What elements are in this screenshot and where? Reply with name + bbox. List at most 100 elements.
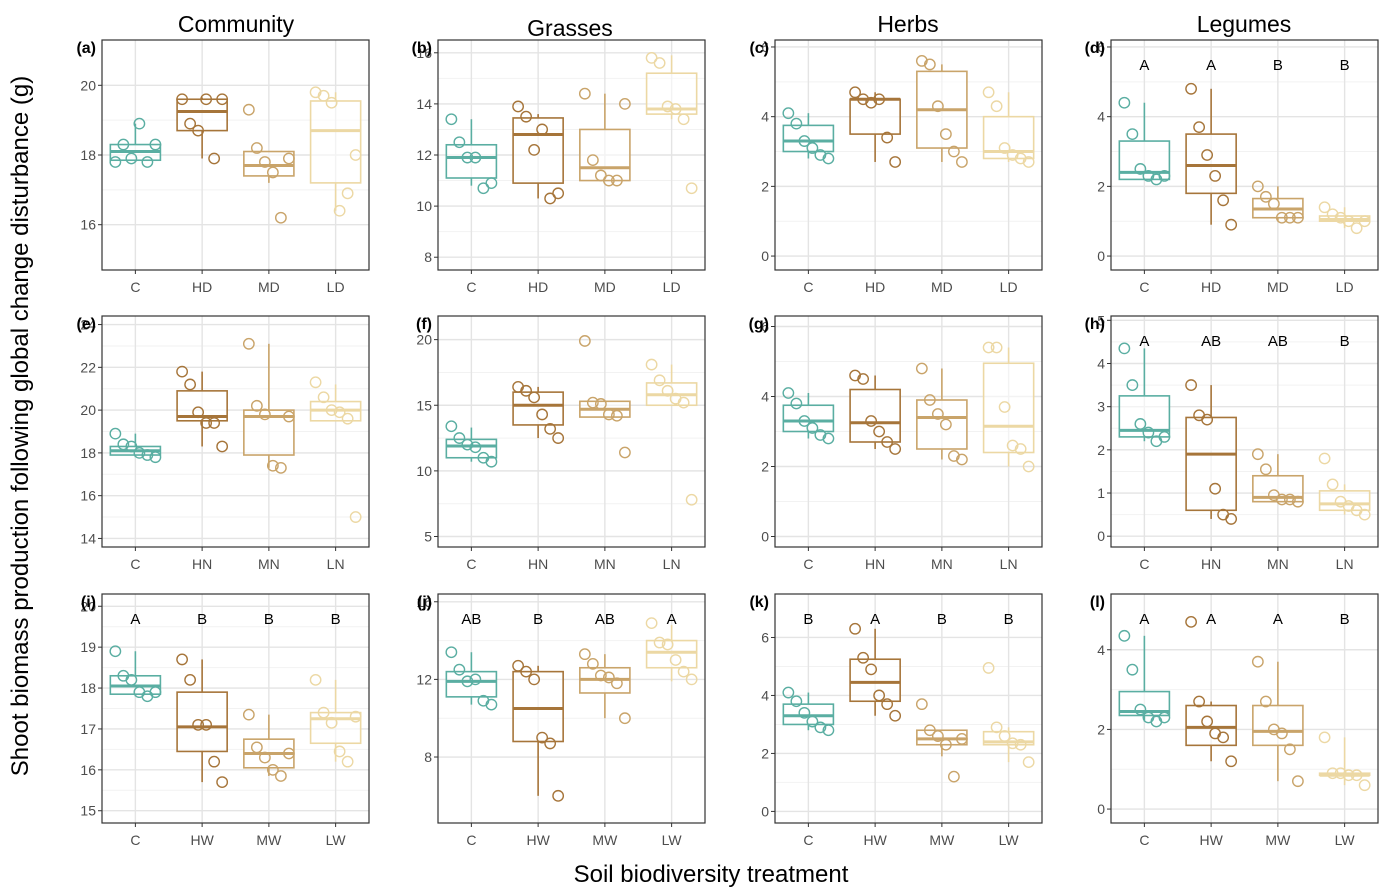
significance-letter: B — [803, 611, 813, 628]
data-point — [915, 362, 928, 375]
data-point — [1022, 460, 1035, 473]
x-tick-label: C — [466, 832, 476, 848]
data-point — [1326, 478, 1339, 491]
data-point — [915, 698, 928, 711]
data-point — [1251, 448, 1264, 461]
panel-k: 0 2 4 6 B A B B C HW MW LW (k) — [749, 593, 1043, 848]
y-tick-label: 4 — [1097, 355, 1105, 371]
data-point — [822, 152, 835, 165]
box-C — [1118, 690, 1171, 717]
panel-i: 15 16 17 18 19 20 A B B B C HW MW LW (i) — [80, 593, 370, 848]
data-point — [317, 391, 330, 404]
data-point — [274, 211, 287, 224]
data-point — [149, 686, 162, 699]
data-point — [849, 369, 861, 382]
x-tick-label: MW — [256, 832, 282, 848]
data-point — [806, 422, 819, 434]
significance-letter: A — [667, 611, 677, 628]
y-tick-label: 4 — [761, 389, 769, 405]
data-point — [915, 55, 928, 67]
panel-border — [774, 39, 1043, 271]
data-point — [982, 341, 995, 354]
data-point — [1275, 493, 1288, 506]
data-point — [453, 136, 466, 149]
data-point — [184, 117, 197, 130]
data-point — [619, 712, 631, 725]
data-point — [814, 149, 827, 161]
data-point — [1209, 482, 1222, 495]
panel-tag: (i) — [81, 594, 96, 611]
data-point — [873, 425, 886, 438]
panel-tag: (d) — [1085, 40, 1105, 57]
data-point — [1185, 615, 1198, 628]
data-point — [149, 138, 162, 151]
data-point — [602, 671, 615, 684]
data-point — [798, 415, 811, 427]
data-point — [1350, 769, 1363, 782]
y-tick-label: 6 — [1097, 39, 1105, 55]
data-point — [552, 789, 565, 802]
panel-border — [774, 315, 1043, 548]
data-point — [857, 651, 870, 664]
data-point — [1142, 170, 1155, 182]
data-point — [1006, 439, 1019, 452]
data-point — [1251, 655, 1264, 668]
y-tick-label: 5 — [1097, 312, 1105, 328]
data-point — [602, 174, 615, 187]
y-tick-label: 2 — [761, 459, 769, 475]
y-tick-label: 18 — [80, 147, 96, 163]
column-title-herbs: Herbs — [877, 11, 938, 37]
y-tick-label: 2 — [1097, 721, 1105, 737]
data-point — [1334, 767, 1347, 780]
data-point — [317, 706, 330, 719]
data-point — [216, 93, 229, 106]
x-tick-label: LN — [1336, 556, 1354, 572]
x-tick-label: C — [1139, 832, 1149, 848]
data-point — [982, 86, 995, 99]
data-point — [1201, 413, 1214, 426]
panel-tag: (h) — [1085, 316, 1105, 333]
data-point — [586, 154, 599, 167]
box-LN — [1318, 490, 1371, 512]
data-point — [931, 408, 944, 420]
significance-letter: A — [1139, 333, 1149, 350]
data-point — [512, 100, 524, 113]
data-point — [889, 443, 902, 455]
y-tick-label: 15 — [80, 803, 96, 819]
data-point — [133, 446, 146, 459]
data-point — [1292, 211, 1304, 224]
data-point — [1217, 731, 1230, 744]
significance-letter: B — [1273, 57, 1283, 74]
panel-border — [437, 315, 706, 548]
y-tick-label: 0 — [1097, 248, 1105, 264]
y-tick-label: 16 — [80, 762, 96, 778]
data-point — [461, 675, 474, 688]
y-tick-label: 14 — [416, 96, 432, 112]
data-point — [216, 776, 229, 789]
data-point — [956, 453, 968, 466]
data-point — [149, 451, 162, 464]
data-point — [865, 663, 878, 676]
data-point — [1185, 379, 1198, 391]
data-point — [216, 440, 229, 453]
data-point — [586, 657, 599, 670]
data-point — [653, 57, 666, 69]
data-point — [782, 686, 795, 699]
data-point — [685, 673, 698, 686]
x-tick-label: HN — [1201, 556, 1221, 572]
significance-letter: B — [1004, 611, 1014, 628]
y-tick-label: 20 — [80, 598, 96, 614]
panel-b: 8 10 12 14 16 C HD MD LD (b) — [412, 39, 706, 295]
data-point — [1118, 96, 1131, 109]
data-point — [349, 511, 362, 523]
column-title-grasses: Grasses — [527, 15, 613, 41]
significance-letter: A — [1273, 611, 1283, 628]
data-point — [619, 446, 631, 459]
data-point — [1022, 156, 1035, 168]
x-tick-label: HD — [528, 279, 548, 295]
data-point — [1267, 197, 1280, 210]
x-tick-label: MN — [594, 556, 616, 572]
panel-c: 0 2 4 6 C HD MD LD (c) — [749, 39, 1043, 295]
data-point — [822, 724, 835, 737]
